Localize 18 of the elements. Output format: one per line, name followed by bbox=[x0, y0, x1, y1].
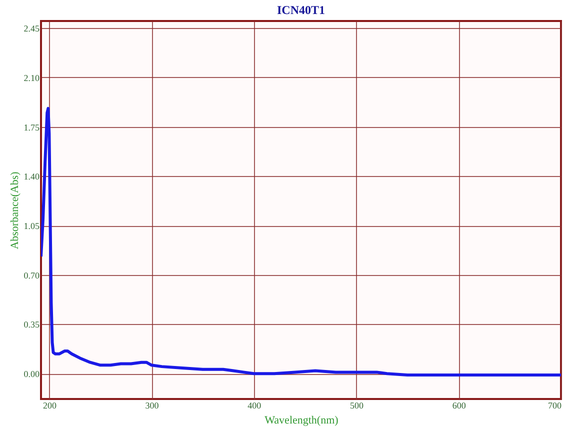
x-tick-label: 500 bbox=[350, 400, 364, 410]
y-axis-title: Absorbance(Abs) bbox=[8, 171, 21, 250]
y-tick-label: 2.10 bbox=[24, 72, 40, 83]
y-tick-label: 1.05 bbox=[24, 221, 40, 232]
x-tick-label: 600 bbox=[452, 400, 466, 410]
x-axis-title: Wavelength(nm) bbox=[264, 414, 339, 426]
y-tick-label: 2.45 bbox=[24, 24, 40, 34]
y-tick-label: 0.35 bbox=[24, 320, 40, 330]
y-tick-label: 1.75 bbox=[24, 122, 40, 132]
y-tick-label: 0.00 bbox=[24, 369, 40, 380]
x-tick-label: 700 bbox=[548, 400, 562, 410]
x-tick-label: 300 bbox=[145, 400, 160, 410]
x-tick-label: 400 bbox=[248, 400, 262, 410]
y-tick-label: 0.70 bbox=[24, 270, 40, 280]
x-tick-label: 200 bbox=[42, 400, 57, 410]
chart-title: ICN40T1 bbox=[276, 3, 326, 17]
line-series bbox=[41, 106, 561, 377]
y-tick-label: 1.40 bbox=[24, 172, 40, 182]
